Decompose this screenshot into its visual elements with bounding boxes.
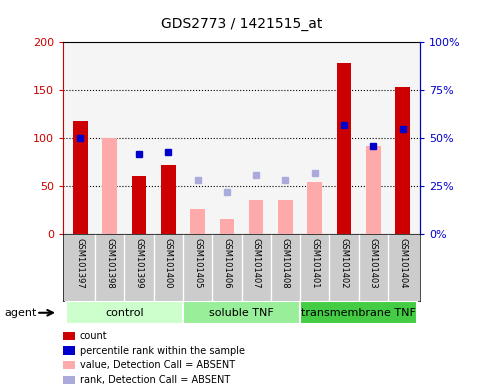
Text: GSM101406: GSM101406 <box>222 238 231 288</box>
Text: GSM101400: GSM101400 <box>164 238 173 288</box>
Text: percentile rank within the sample: percentile rank within the sample <box>80 346 245 356</box>
Bar <box>102 138 117 234</box>
Text: GSM101408: GSM101408 <box>281 238 290 288</box>
Bar <box>183 301 300 324</box>
Text: GSM101398: GSM101398 <box>105 238 114 288</box>
Bar <box>73 121 88 234</box>
Text: GSM101403: GSM101403 <box>369 238 378 288</box>
Text: GSM101401: GSM101401 <box>310 238 319 288</box>
Text: GSM101399: GSM101399 <box>134 238 143 288</box>
Bar <box>66 301 183 324</box>
Text: transmembrane TNF: transmembrane TNF <box>301 308 416 318</box>
Bar <box>307 182 322 234</box>
Bar <box>132 176 146 234</box>
Text: GSM101402: GSM101402 <box>340 238 349 288</box>
Bar <box>300 301 417 324</box>
Bar <box>395 88 410 234</box>
Text: GSM101407: GSM101407 <box>252 238 261 288</box>
Bar <box>220 219 234 234</box>
Text: soluble TNF: soluble TNF <box>209 308 274 318</box>
Text: agent: agent <box>5 308 37 318</box>
Bar <box>337 63 351 234</box>
Text: rank, Detection Call = ABSENT: rank, Detection Call = ABSENT <box>80 375 230 384</box>
Text: GSM101397: GSM101397 <box>76 238 85 288</box>
Text: value, Detection Call = ABSENT: value, Detection Call = ABSENT <box>80 360 235 370</box>
Text: GDS2773 / 1421515_at: GDS2773 / 1421515_at <box>161 17 322 31</box>
Text: count: count <box>80 331 107 341</box>
Text: control: control <box>105 308 143 318</box>
Bar <box>366 146 381 234</box>
Bar <box>190 209 205 234</box>
Text: GSM101405: GSM101405 <box>193 238 202 288</box>
Bar <box>278 200 293 234</box>
Bar <box>249 200 263 234</box>
Text: GSM101404: GSM101404 <box>398 238 407 288</box>
Bar <box>161 165 176 234</box>
